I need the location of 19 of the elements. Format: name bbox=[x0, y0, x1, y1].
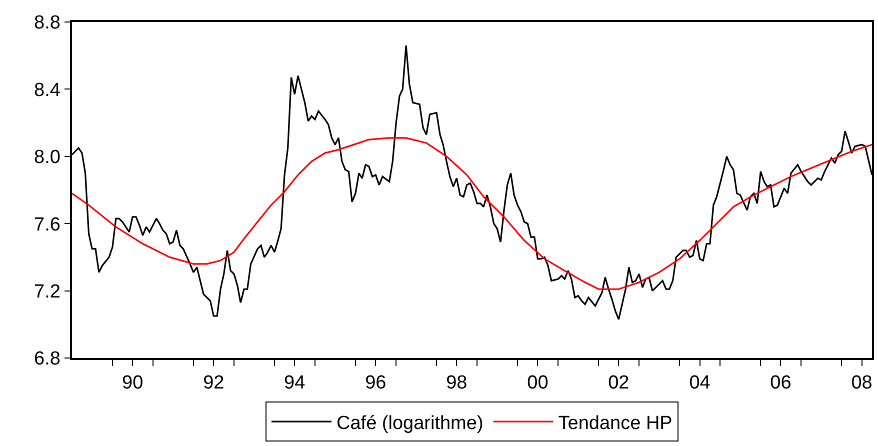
x-tick-label: 02 bbox=[608, 372, 630, 394]
x-tick-label: 98 bbox=[446, 372, 468, 394]
line-series bbox=[72, 137, 872, 290]
x-tick-label: 00 bbox=[527, 372, 548, 394]
y-tick-label: 7.6 bbox=[34, 214, 60, 236]
legend-label: Café (logarithme) bbox=[336, 412, 484, 434]
y-tick-label: 8.8 bbox=[34, 12, 60, 34]
x-tick-label: 06 bbox=[770, 372, 792, 394]
y-tick-label: 8.4 bbox=[34, 80, 61, 101]
x-tick-label: 92 bbox=[203, 372, 224, 394]
x-tick-label: 90 bbox=[122, 372, 144, 394]
y-tick-label: 6.8 bbox=[34, 348, 60, 370]
y-tick-label: 7.2 bbox=[34, 281, 60, 302]
y-tick-label: 8.0 bbox=[34, 147, 60, 168]
x-tick-label: 04 bbox=[689, 372, 711, 394]
x-tick-label: 94 bbox=[284, 372, 306, 394]
x-tick-label: 08 bbox=[851, 372, 872, 394]
x-tick-label: 96 bbox=[365, 372, 386, 394]
legend-label: Tendance HP bbox=[558, 412, 672, 434]
